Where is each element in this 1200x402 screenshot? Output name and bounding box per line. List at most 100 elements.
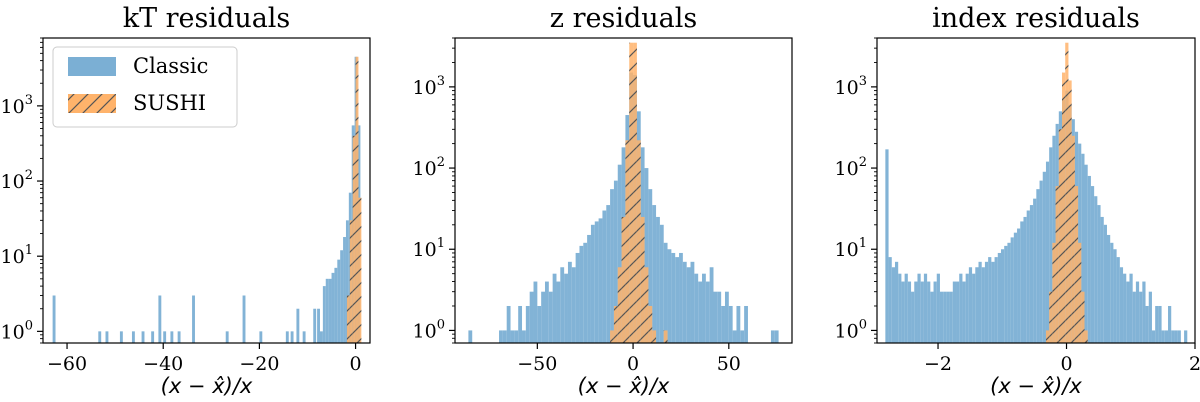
classic-bar [334,267,338,343]
classic-bar [571,267,576,343]
sushi-bar-hatch [613,305,618,343]
classic-bar [1081,153,1085,343]
classic-bar [556,281,561,343]
classic-bar [1000,249,1005,343]
sushi-bar-hatch [652,330,657,343]
classic-bar [1106,234,1111,343]
classic-bar [552,273,557,343]
classic-bar [1110,242,1114,343]
classic-bar [1052,135,1056,343]
classic-bar [510,330,515,343]
classic-bar [671,252,676,343]
classic-bar [917,273,921,343]
classic-bar [740,330,745,343]
classic-bar [997,252,1001,343]
classic-bar [1132,291,1136,343]
classic-bar [317,308,320,343]
classic-bar [1023,216,1027,343]
classic-bar [1148,291,1152,343]
x-tick-label: −40 [143,353,183,375]
classic-bar [141,331,145,343]
classic-bar [337,259,341,343]
classic-bar [988,257,992,343]
classic-bar [606,205,611,343]
classic-bar [978,261,982,343]
classic-bar [1094,196,1098,343]
classic-bar [590,224,595,343]
classic-bar [296,308,300,343]
classic-bar [575,252,580,343]
classic-bar [1039,180,1043,343]
classic-bar [1168,305,1172,343]
y-tick-label: 101 [835,236,867,261]
classic-bar [1113,249,1117,343]
classic-bar [548,291,553,343]
legend-swatch-sushi-hatch [68,94,116,113]
y-tick-label: 102 [1,168,33,193]
classic-bar [923,273,928,343]
sushi-bar-hatch [1071,135,1075,343]
sushi-bar-hatch [1058,129,1063,343]
sushi-bar-hatch [349,220,353,343]
y-tick-label: 100 [413,317,445,342]
classic-bar [952,281,957,343]
sushi-bar-hatch [1078,242,1082,343]
classic-bar [1100,216,1104,343]
classic-bar [936,273,940,343]
x-tick-label: 0 [350,353,362,375]
classic-bar [705,281,710,343]
classic-bar [994,257,998,343]
classic-bar [914,281,918,343]
classic-bar [522,330,526,343]
classic-bar [105,331,109,343]
classic-bar [1049,147,1053,343]
classic-bar [506,305,511,343]
x-axis-label: (x − x̂)/x [990,374,1082,398]
classic-bar [1171,330,1175,343]
classic-bar [1174,330,1178,343]
classic-bar [583,242,588,343]
classic-bar [285,331,289,343]
sushi-bar-hatch [1055,186,1059,343]
classic-bar [1036,189,1040,343]
sushi-bar-hatch [663,330,668,343]
classic-bar [920,281,924,343]
classic-bar [594,221,599,343]
classic-series [885,90,1188,344]
sushi-bar-hatch [640,216,645,343]
classic-bar [885,149,889,343]
classic-bar [119,331,123,343]
classic-bar [587,234,591,343]
y-tick-label: 103 [413,74,445,99]
y-tick-label: 102 [413,155,445,180]
y-tick-label: 102 [835,155,867,180]
classic-bar [1155,305,1159,343]
classic-bar [1004,245,1008,343]
classic-bar [675,257,680,343]
classic-bar [541,291,545,343]
classic-bar [698,281,703,343]
classic-bar [52,295,56,343]
classic-bar [131,331,135,343]
classic-bar [898,273,902,343]
classic-bar [544,281,549,343]
classic-bar [613,180,618,343]
classic-bar [901,281,905,343]
y-tick-label: 103 [835,74,867,99]
classic-bar [1164,330,1169,343]
classic-bar [560,267,565,343]
classic-bar [328,278,332,343]
classic-bar [984,261,989,343]
classic-bar [1010,237,1014,343]
classic-bar [736,305,741,343]
classic-bar [1020,221,1024,343]
classic-bar [345,220,349,343]
classic-bar [343,237,346,343]
classic-bar [1161,330,1165,343]
classic-bar [679,252,683,343]
classic-bar [911,291,915,343]
sushi-bar-hatch [629,42,634,344]
classic-bar [1119,267,1124,343]
classic-bar [1177,330,1181,343]
